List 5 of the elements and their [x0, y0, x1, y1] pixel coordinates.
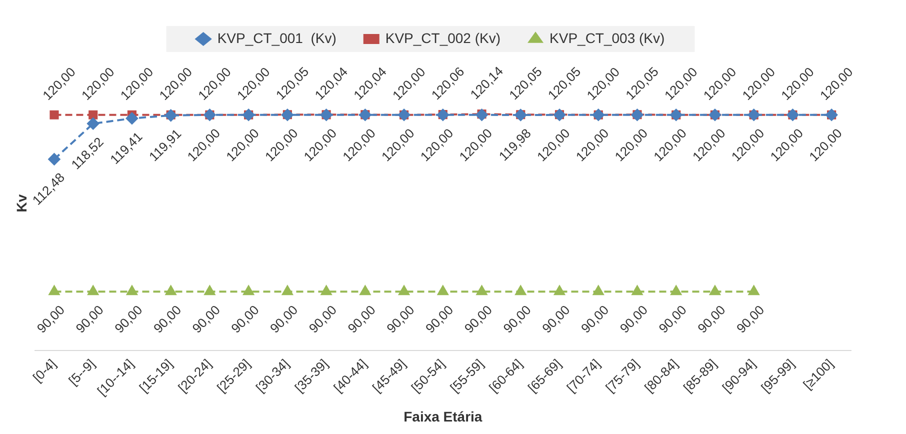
y-axis-title: Kv: [13, 194, 30, 212]
legend-label: KVP_CT_003 (Kv): [550, 30, 665, 46]
legend-label: KVP_CT_002 (Kv): [385, 30, 501, 46]
x-axis-title: Faixa Etária: [404, 408, 482, 424]
legend-label: KVP_CT_001 (Kv): [217, 30, 336, 46]
